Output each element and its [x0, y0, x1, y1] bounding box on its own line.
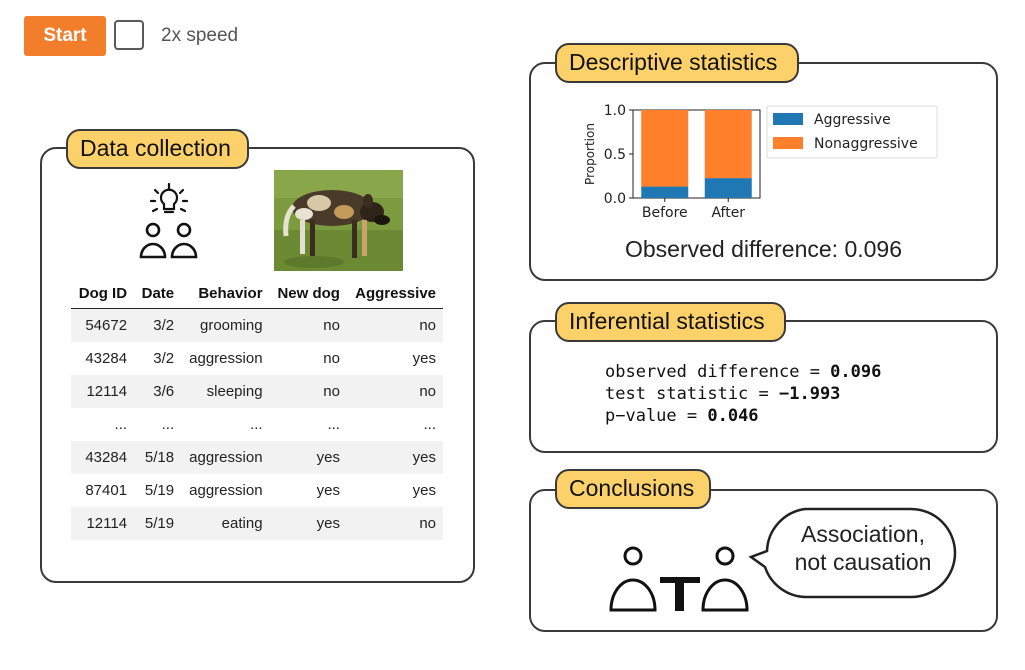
inf-line-observed: observed difference = 0.096: [605, 362, 882, 382]
table-cell: 5/19: [134, 474, 182, 507]
table-cell: 5/19: [134, 507, 182, 540]
table-cell: yes: [346, 474, 443, 507]
legend-label: Nonaggressive: [814, 136, 918, 152]
table-cell: eating: [181, 507, 270, 540]
col-header: Aggressive: [346, 278, 443, 309]
inf-line-p-value: p−value = 0.046: [605, 406, 759, 426]
table-cell: no: [269, 342, 347, 375]
table-row: 43284 3/2 aggression no yes: [71, 342, 443, 375]
table-cell: 5/18: [134, 441, 182, 474]
table-cell: grooming: [181, 308, 270, 342]
table-cell: 12114: [71, 375, 135, 408]
table-row: 12114 3/6 sleeping no no: [71, 375, 443, 408]
table-cell: no: [346, 375, 443, 408]
legend-box: [766, 105, 938, 159]
table-row: 87401 5/19 aggression yes yes: [71, 474, 443, 507]
speed-label: 2x speed: [161, 25, 239, 46]
inferential-results: observed difference = 0.096 test statist…: [605, 361, 881, 427]
table-cell: ...: [71, 408, 135, 441]
x-tick-label: After: [711, 205, 745, 221]
y-axis-label: Proportion: [583, 123, 597, 185]
y-tick-label: 0.0: [604, 191, 626, 207]
bar-nonaggressive-after: [704, 110, 752, 179]
table-cell: sleeping: [181, 375, 270, 408]
legend-label: Aggressive: [814, 112, 891, 128]
table-cell: no: [346, 308, 443, 342]
descriptive-statistics-panel: [529, 62, 998, 281]
inferential-statistics-title: Inferential statistics: [555, 302, 786, 342]
table-cell: yes: [269, 474, 347, 507]
speech-line-2: not causation: [794, 549, 932, 575]
table-cell: aggression: [181, 474, 270, 507]
table-row: 43284 5/18 aggression yes yes: [71, 441, 443, 474]
table-cell: 3/2: [134, 342, 182, 375]
table-row: 54672 3/2 grooming no no: [71, 308, 443, 342]
dog-photo: [274, 170, 403, 271]
y-tick-label: 1.0: [604, 103, 626, 119]
speech-bubble: [748, 507, 957, 599]
table-cell: 12114: [71, 507, 135, 540]
proportion-bar-chart: 0.0 0.5 1.0 Proportion Before After Aggressive…: [583, 103, 938, 221]
table-cell: no: [269, 308, 347, 342]
col-header: Behavior: [181, 278, 270, 309]
table-cell: 43284: [71, 342, 135, 375]
conclusions-title: Conclusions: [555, 469, 711, 509]
table-cell: ...: [134, 408, 182, 441]
researchers-idea-icon: [139, 182, 198, 259]
table-cell: yes: [269, 441, 347, 474]
table-cell: 54672: [71, 308, 135, 342]
table-cell: ...: [269, 408, 347, 441]
col-header: Date: [134, 278, 182, 309]
speech-line-1: Association,: [800, 521, 925, 547]
people-at-table-icon: [609, 546, 749, 612]
table-cell: 87401: [71, 474, 135, 507]
table-cell: 3/2: [134, 308, 182, 342]
speed-checkbox[interactable]: [114, 20, 144, 50]
bar-nonaggressive-before: [641, 110, 689, 187]
inf-line-test-statistic: test statistic = −1.993: [605, 384, 841, 404]
table-row: ...............: [71, 408, 443, 441]
table-cell: yes: [346, 441, 443, 474]
table-cell: no: [346, 507, 443, 540]
col-header: New dog: [269, 278, 347, 309]
table-cell: yes: [346, 342, 443, 375]
table-cell: aggression: [181, 342, 270, 375]
conclusion-speech-text: Association, not causation: [772, 520, 954, 576]
table-header-row: Dog ID Date Behavior New dog Aggressive: [71, 278, 443, 309]
descriptive-statistics-title: Descriptive statistics: [555, 43, 799, 83]
col-header: Dog ID: [71, 278, 135, 309]
bar-aggressive-after: [704, 178, 752, 198]
table-cell: aggression: [181, 441, 270, 474]
x-tick-label: Before: [642, 205, 688, 221]
dog-data-table: Dog ID Date Behavior New dog Aggressive …: [71, 278, 443, 540]
table-cell: 3/6: [134, 375, 182, 408]
table-cell: no: [269, 375, 347, 408]
table-row: 12114 5/19 eating yes no: [71, 507, 443, 540]
legend-swatch: [773, 113, 803, 125]
legend-swatch: [773, 137, 803, 149]
table-cell: yes: [269, 507, 347, 540]
observed-difference-text: Observed difference: 0.096: [624, 236, 903, 262]
y-tick-label: 0.5: [604, 147, 626, 163]
table-cell: ...: [181, 408, 270, 441]
table-cell: 43284: [71, 441, 135, 474]
start-button[interactable]: Start: [24, 16, 106, 56]
inferential-statistics-panel: [529, 320, 998, 453]
table-cell: ...: [346, 408, 443, 441]
data-collection-title: Data collection: [66, 129, 249, 169]
bar-aggressive-before: [641, 186, 689, 198]
